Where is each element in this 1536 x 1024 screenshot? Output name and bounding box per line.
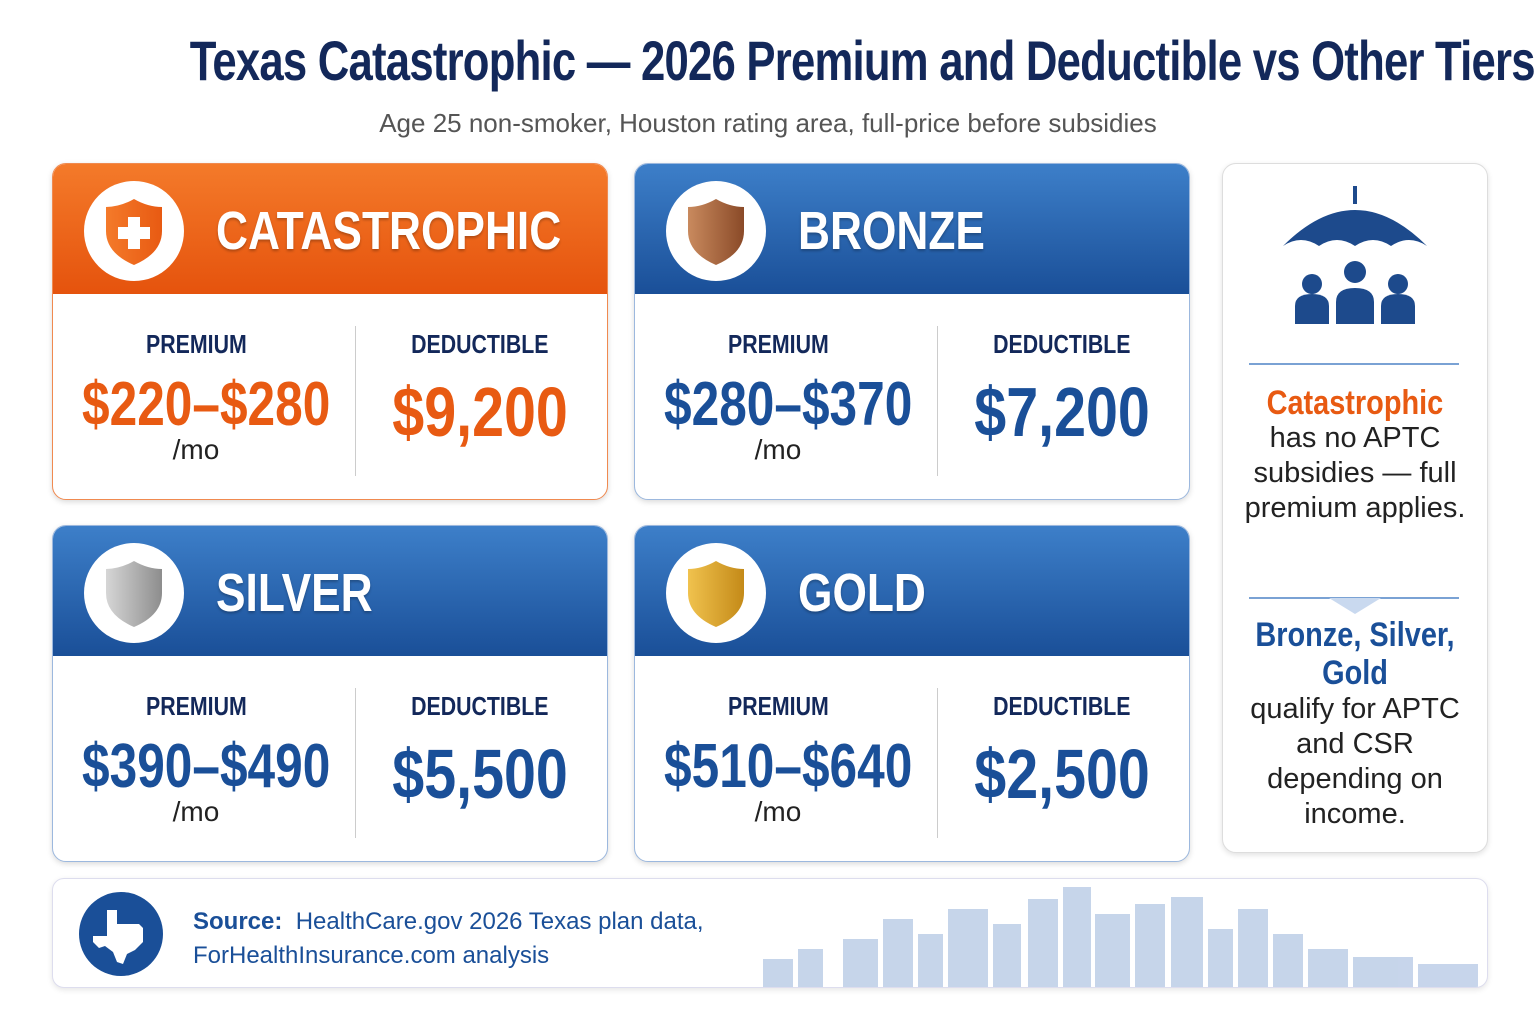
tier-name: CATASTROPHIC — [216, 201, 562, 261]
tier-card: GOLD PREMIUM $510–$640/mo DEDUCTIBLE $2,500 — [634, 525, 1190, 862]
column-divider — [355, 688, 356, 838]
premium-unit: /mo — [754, 434, 802, 465]
premium-label: PREMIUM — [145, 329, 247, 359]
tier-card: CATASTROPHIC PREMIUM $220–$280/mo DEDUCTIBL… — [52, 163, 608, 500]
premium-column: PREMIUM $280–$370/mo — [635, 329, 923, 466]
source-text: HealthCare.gov 2026 Texas plan data, For… — [193, 908, 704, 969]
premium-label: PREMIUM — [727, 329, 829, 359]
deductible-column: DEDUCTIBLE $9,200 — [335, 329, 607, 452]
premium-value-row: $390–$490 — [53, 732, 341, 802]
texas-icon — [79, 892, 163, 976]
note-1-highlight: Catastrophic — [1266, 384, 1444, 422]
subtitle: Age 25 non-smoker, Houston rating area, … — [379, 108, 1157, 138]
premium-value-row: $510–$640 — [635, 732, 923, 802]
deductible-value: $2,500 — [974, 735, 1150, 813]
title: Texas Catastrophic — 2026 Premium and De… — [0, 28, 1536, 93]
premium-unit: /mo — [172, 434, 220, 465]
note-2-text: qualify for APTC and CSR depending on in… — [1250, 693, 1460, 830]
sidebar: Catastrophic has no APTC subsidies — ful… — [1222, 163, 1488, 853]
premium-value: $510–$640 — [664, 732, 913, 801]
deductible-value-row: $5,500 — [335, 734, 607, 814]
tier-icon — [666, 543, 766, 643]
column-divider — [355, 326, 356, 476]
divider-arrow — [1329, 598, 1381, 614]
card-header: BRONZE — [635, 164, 1189, 294]
deductible-label: DEDUCTIBLE — [993, 691, 1131, 721]
premium-label: PREMIUM — [145, 691, 247, 721]
card-header: CATASTROPHIC — [53, 164, 607, 294]
tier-name: SILVER — [216, 563, 373, 623]
premium-unit: /mo — [172, 796, 220, 827]
tier-icon — [84, 543, 184, 643]
column-divider — [937, 326, 938, 476]
column-divider — [937, 688, 938, 838]
skyline — [763, 887, 1478, 987]
tier-name: BRONZE — [798, 201, 985, 261]
premium-label-row: PREMIUM — [635, 691, 923, 722]
deductible-value: $9,200 — [392, 373, 568, 451]
footer: Source: HealthCare.gov 2026 Texas plan d… — [52, 878, 1488, 988]
premium-label: PREMIUM — [727, 691, 829, 721]
deductible-column: DEDUCTIBLE $7,200 — [917, 329, 1189, 452]
tier-name: GOLD — [798, 563, 926, 623]
deductible-label: DEDUCTIBLE — [411, 329, 549, 359]
deductible-label-row: DEDUCTIBLE — [917, 691, 1189, 722]
deductible-column: DEDUCTIBLE $5,500 — [335, 691, 607, 814]
premium-column: PREMIUM $390–$490/mo — [53, 691, 341, 828]
deductible-label: DEDUCTIBLE — [993, 329, 1131, 359]
premium-label-row: PREMIUM — [635, 329, 923, 360]
note-2-highlight: Bronze, Silver, Gold — [1255, 616, 1455, 692]
tier-card: BRONZE PREMIUM $280–$370/mo DEDUCTIBLE $7,20… — [634, 163, 1190, 500]
tier-icon — [666, 181, 766, 281]
deductible-value-row: $7,200 — [917, 372, 1189, 452]
deductible-value-row: $9,200 — [335, 372, 607, 452]
deductible-label-row: DEDUCTIBLE — [335, 329, 607, 360]
deductible-label-row: DEDUCTIBLE — [917, 329, 1189, 360]
deductible-column: DEDUCTIBLE $2,500 — [917, 691, 1189, 814]
title-text: Texas Catastrophic — 2026 Premium and De… — [189, 29, 1536, 92]
source-label: Source: — [193, 908, 283, 935]
premium-value-row: $220–$280 — [53, 370, 341, 440]
premium-label-row: PREMIUM — [53, 329, 341, 360]
tier-icon — [84, 181, 184, 281]
premium-column: PREMIUM $510–$640/mo — [635, 691, 923, 828]
premium-value: $390–$490 — [82, 732, 331, 801]
source: Source: HealthCare.gov 2026 Texas plan d… — [193, 905, 713, 973]
note-2: Bronze, Silver, Gold qualify for APTC an… — [1237, 616, 1473, 832]
deductible-label-row: DEDUCTIBLE — [335, 691, 607, 722]
deductible-value-row: $2,500 — [917, 734, 1189, 814]
premium-value: $280–$370 — [664, 370, 913, 439]
deductible-value: $5,500 — [392, 735, 568, 813]
premium-label-row: PREMIUM — [53, 691, 341, 722]
tier-card: SILVER PREMIUM $390–$490/mo DEDUCTIBLE $5,50… — [52, 525, 608, 862]
card-header: SILVER — [53, 526, 607, 656]
premium-value-row: $280–$370 — [635, 370, 923, 440]
divider — [1249, 363, 1459, 365]
deductible-label: DEDUCTIBLE — [411, 691, 549, 721]
premium-column: PREMIUM $220–$280/mo — [53, 329, 341, 466]
premium-value: $220–$280 — [82, 370, 331, 439]
note-1-text: has no APTC subsidies — full premium app… — [1244, 422, 1466, 524]
deductible-value: $7,200 — [974, 373, 1150, 451]
note-1: Catastrophic has no APTC subsidies — ful… — [1237, 386, 1473, 526]
premium-unit: /mo — [754, 796, 802, 827]
umbrella-icon — [1283, 186, 1427, 324]
card-header: GOLD — [635, 526, 1189, 656]
